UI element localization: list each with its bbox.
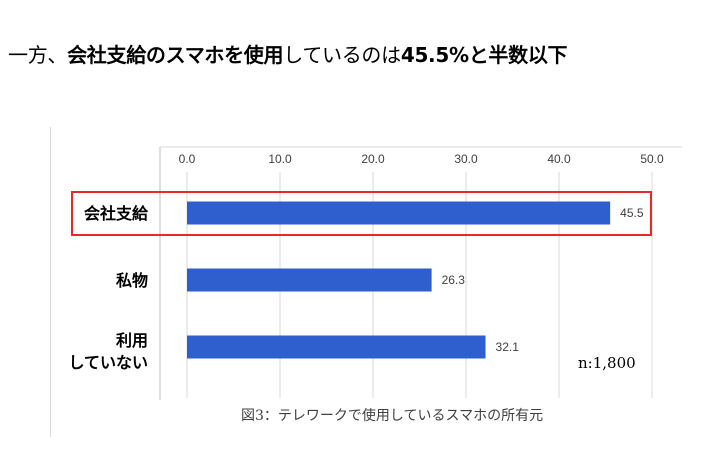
category-label: していない	[68, 353, 148, 372]
chart-caption: 図3：テレワークで使用しているスマホの所有元	[241, 408, 544, 424]
bar	[187, 335, 486, 359]
value-label: 32.1	[496, 340, 520, 354]
x-tick-label: 50.0	[640, 152, 664, 166]
value-label: 26.3	[442, 273, 466, 287]
x-tick-label: 10.0	[268, 152, 292, 166]
headline: 一方、会社支給のスマホを使用しているのは45.5%と半数以下	[8, 40, 708, 70]
bar	[187, 201, 611, 225]
bar	[187, 268, 432, 292]
x-tick-label: 40.0	[547, 152, 571, 166]
headline-part1: 一方、	[8, 43, 68, 67]
x-tick-label: 20.0	[361, 152, 385, 166]
category-label: 私物	[116, 271, 148, 290]
headline-part4: 45.5%と半数以下	[400, 43, 568, 67]
headline-part3: しているのは	[283, 43, 401, 67]
x-tick-label: 30.0	[454, 152, 478, 166]
chart-figure	[50, 127, 683, 437]
category-label: 会社支給	[84, 204, 149, 223]
category-label: 利用	[116, 331, 148, 350]
sample-size-annotation: n:1,800	[578, 354, 636, 372]
x-tick-label: 0.0	[179, 152, 196, 166]
headline-part2: 会社支給のスマホを使用	[67, 43, 284, 67]
value-label: 45.5	[620, 206, 644, 220]
highlight-box	[71, 191, 652, 236]
